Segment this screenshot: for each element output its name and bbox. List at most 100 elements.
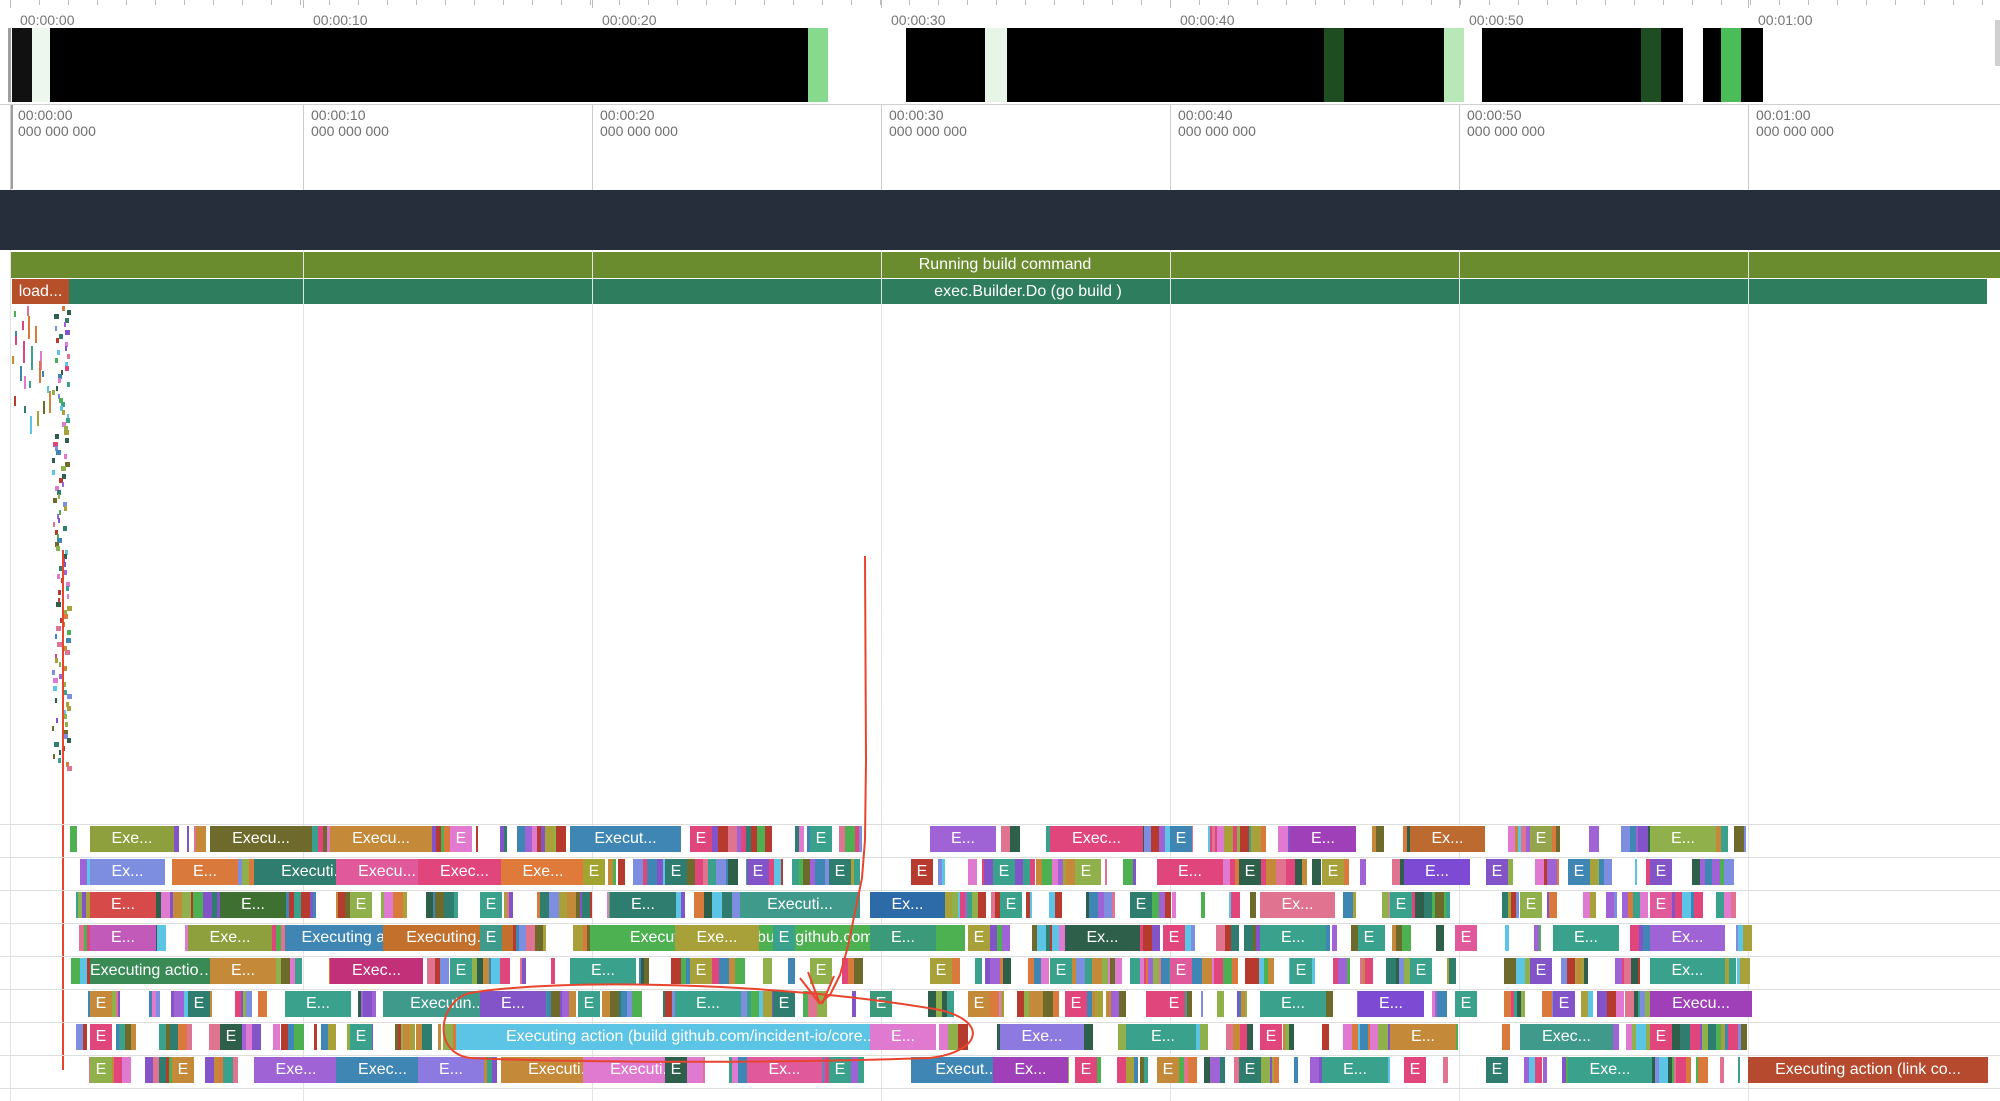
action-slice-thin[interactable]	[71, 958, 80, 984]
overview-left-handle[interactable]	[8, 28, 11, 102]
action-slice-thin[interactable]	[276, 925, 281, 951]
action-slice-thin[interactable]	[1535, 859, 1544, 885]
action-slice-thin[interactable]	[491, 958, 500, 984]
action-slice-thin[interactable]	[166, 1057, 169, 1083]
action-slice-thin[interactable]	[1604, 859, 1612, 885]
action-slice[interactable]: Exec...	[330, 958, 423, 984]
action-slice-thin[interactable]	[1517, 991, 1521, 1017]
action-slice-thin[interactable]	[1712, 859, 1720, 885]
action-slice[interactable]: E...	[480, 991, 546, 1017]
action-slice-thin[interactable]	[1588, 991, 1593, 1017]
action-slice-thin[interactable]	[1590, 892, 1596, 918]
action-slice[interactable]: E	[480, 892, 502, 918]
action-slice-thin[interactable]	[1635, 859, 1637, 885]
action-slice[interactable]: E	[172, 1057, 194, 1083]
action-slice[interactable]: E	[350, 1024, 372, 1050]
action-slice[interactable]: E	[1455, 925, 1477, 951]
action-slice-thin[interactable]	[1333, 958, 1338, 984]
action-slice-thin[interactable]	[1392, 925, 1396, 951]
action-slice-thin[interactable]	[738, 1057, 748, 1083]
action-slice-thin[interactable]	[441, 826, 444, 852]
action-slice[interactable]: E	[480, 925, 502, 951]
action-slice-thin[interactable]	[729, 1057, 732, 1083]
action-slice-thin[interactable]	[729, 958, 735, 984]
action-slice[interactable]: Execu...	[330, 826, 432, 852]
action-slice[interactable]: Execut...	[570, 826, 681, 852]
action-slice[interactable]: E	[1404, 1057, 1426, 1083]
action-slice-thin[interactable]	[1504, 991, 1511, 1017]
action-slice[interactable]: Exec...	[1050, 826, 1143, 852]
action-slice-thin[interactable]	[1404, 958, 1410, 984]
action-slice-thin[interactable]	[1002, 925, 1010, 951]
action-slice[interactable]: E	[90, 1024, 112, 1050]
action-slice-thin[interactable]	[1360, 1024, 1368, 1050]
action-slice-thin[interactable]	[1583, 892, 1590, 918]
action-slice-thin[interactable]	[1584, 958, 1588, 984]
action-slice-thin[interactable]	[1029, 991, 1038, 1017]
action-slice-thin[interactable]	[1444, 892, 1446, 918]
action-slice-thin[interactable]	[1614, 892, 1617, 918]
action-slice-thin[interactable]	[1640, 991, 1645, 1017]
action-slice-thin[interactable]	[516, 925, 519, 951]
action-slice-thin[interactable]	[237, 859, 242, 885]
action-slice[interactable]: E	[1455, 991, 1477, 1017]
action-slice-thin[interactable]	[454, 892, 458, 918]
action-slice-thin[interactable]	[1378, 1024, 1388, 1050]
action-slice-thin[interactable]	[1261, 1057, 1270, 1083]
action-slice-thin[interactable]	[1636, 1024, 1646, 1050]
action-slice-thin[interactable]	[88, 991, 90, 1017]
action-slice-thin[interactable]	[1412, 892, 1415, 918]
action-slice[interactable]: E...	[1260, 991, 1326, 1017]
action-slice-thin[interactable]	[1134, 1057, 1138, 1083]
action-slice-thin[interactable]	[1698, 1057, 1708, 1083]
action-slice-thin[interactable]	[1731, 892, 1736, 918]
action-slice[interactable]: E...	[1157, 859, 1223, 885]
action-slice-thin[interactable]	[1240, 826, 1249, 852]
action-slice[interactable]: E	[1157, 1057, 1179, 1083]
action-slice-thin[interactable]	[1392, 859, 1400, 885]
action-slice-thin[interactable]	[741, 826, 746, 852]
action-slice-thin[interactable]	[1244, 925, 1253, 951]
action-slice-thin[interactable]	[1403, 826, 1407, 852]
action-slice-thin[interactable]	[1140, 1057, 1144, 1083]
action-slice-thin[interactable]	[1059, 925, 1068, 951]
action-slice-thin[interactable]	[852, 991, 856, 1017]
action-slice[interactable]: Ex...	[1410, 826, 1485, 852]
action-slice-thin[interactable]	[657, 859, 663, 885]
action-slice[interactable]: E...	[1358, 991, 1424, 1017]
action-slice-thin[interactable]	[1609, 1024, 1619, 1050]
action-slice[interactable]: E	[1000, 892, 1022, 918]
action-slice[interactable]: E...	[1130, 1024, 1196, 1050]
action-slice-thin[interactable]	[416, 1024, 422, 1050]
action-slice-thin[interactable]	[1700, 859, 1705, 885]
action-slice-thin[interactable]	[554, 826, 556, 852]
action-slice-thin[interactable]	[1000, 958, 1003, 984]
action-slice[interactable]: E...	[1260, 925, 1326, 951]
action-slice-thin[interactable]	[1511, 991, 1514, 1017]
action-slice[interactable]: E	[810, 958, 832, 984]
action-slice[interactable]: E...	[870, 925, 936, 951]
action-slice-thin[interactable]	[1347, 958, 1350, 984]
action-slice-thin[interactable]	[792, 859, 799, 885]
action-slice[interactable]: E	[1239, 859, 1261, 885]
action-slice-thin[interactable]	[1266, 859, 1276, 885]
action-slice-thin[interactable]	[173, 826, 179, 852]
action-slice-thin[interactable]	[1126, 1024, 1130, 1050]
action-slice[interactable]: E	[1075, 1057, 1097, 1083]
action-slice-thin[interactable]	[1115, 958, 1122, 984]
action-slice-thin[interactable]	[1111, 991, 1119, 1017]
action-slice-thin[interactable]	[1212, 958, 1214, 984]
action-slice[interactable]: E	[188, 991, 210, 1017]
action-slice-thin[interactable]	[975, 958, 982, 984]
action-slice[interactable]: Executi...	[740, 892, 860, 918]
action-slice-thin[interactable]	[848, 1057, 858, 1083]
action-slice-thin[interactable]	[1508, 826, 1515, 852]
action-slice-thin[interactable]	[1140, 925, 1143, 951]
action-slice-thin[interactable]	[1358, 1024, 1360, 1050]
action-slice-thin[interactable]	[1052, 925, 1059, 951]
action-slice-thin[interactable]	[580, 892, 582, 918]
action-slice-thin[interactable]	[928, 991, 936, 1017]
action-slice-thin[interactable]	[381, 892, 384, 918]
action-slice-thin[interactable]	[938, 859, 942, 885]
action-slice-thin[interactable]	[215, 1024, 221, 1050]
